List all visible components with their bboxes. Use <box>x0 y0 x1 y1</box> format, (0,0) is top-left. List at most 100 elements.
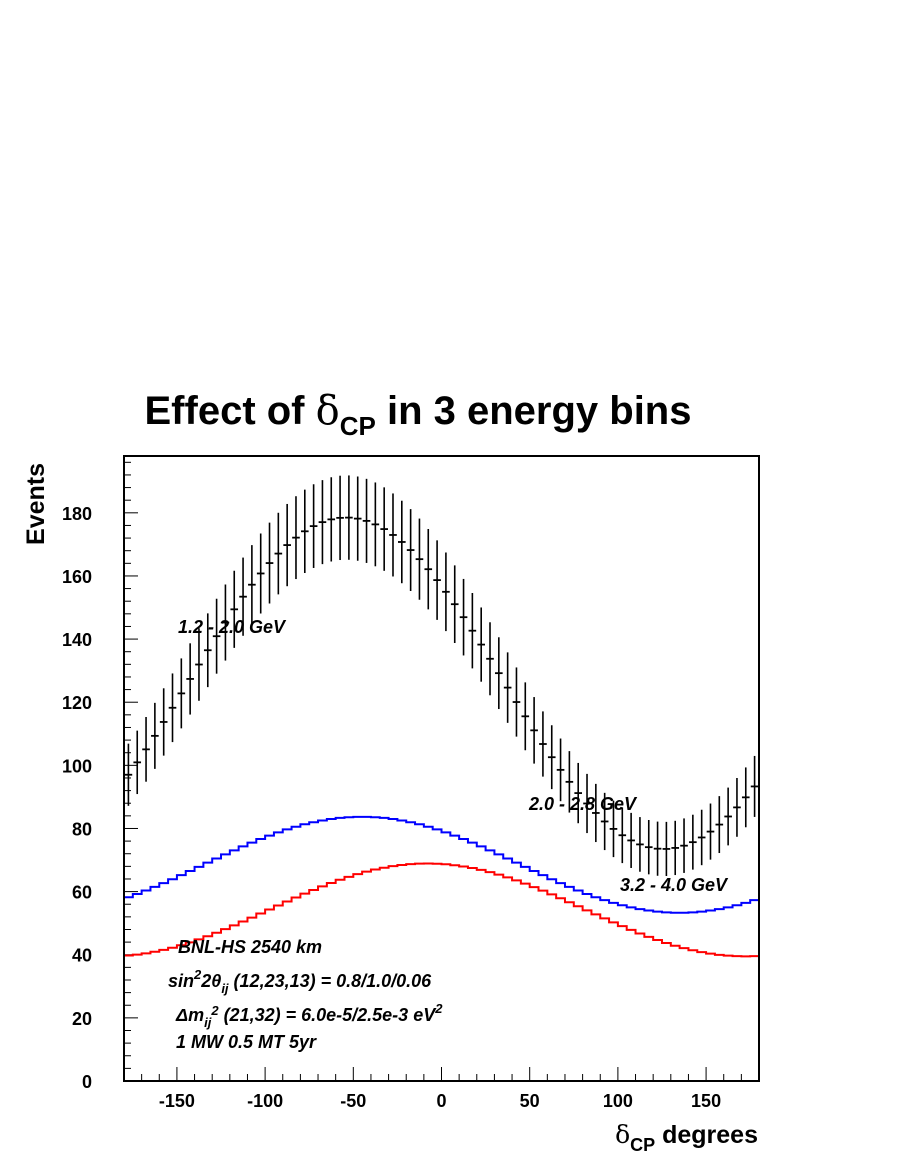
x-tick-label: 0 <box>436 1091 446 1111</box>
data-point <box>398 500 406 584</box>
tick-labels: 0 20 40 60 80 100 120 140 160 180 -150 -100 -50 0 50 10… <box>62 504 721 1111</box>
data-point <box>309 484 318 568</box>
data-point <box>468 592 477 669</box>
data-point <box>345 475 353 560</box>
info-exposure: 1 MW 0.5 MT 5yr <box>176 1032 317 1052</box>
series-layer <box>123 475 760 1081</box>
data-point <box>159 688 168 756</box>
info-mixing-angles: sin22θij (12,23,13) = 0.8/1.0/0.06 <box>168 967 432 996</box>
data-point <box>274 512 283 595</box>
data-point <box>362 478 371 563</box>
data-point <box>265 522 274 604</box>
data-point <box>583 773 591 834</box>
data-point <box>733 778 741 837</box>
data-point <box>556 738 565 802</box>
data-point <box>336 475 344 561</box>
y-tick-label: 60 <box>72 883 92 903</box>
y-tick-label: 120 <box>62 693 92 713</box>
data-point <box>389 493 397 577</box>
x-axis-label: δCP degrees <box>615 1120 758 1155</box>
data-point <box>292 496 300 580</box>
plot-frame <box>123 455 760 1082</box>
data-point <box>477 607 485 682</box>
x-tick-label: 100 <box>603 1091 633 1111</box>
data-point <box>512 667 521 737</box>
y-tick-label: 180 <box>62 504 92 524</box>
x-tick-label: 150 <box>691 1091 721 1111</box>
y-tick-label: 140 <box>62 630 92 650</box>
series-label-mid-energy: 2.0 - 2.8 GeV <box>528 794 638 814</box>
data-point <box>248 545 256 625</box>
data-point <box>495 637 503 710</box>
data-point <box>124 743 133 806</box>
data-point <box>521 682 530 751</box>
data-point <box>547 725 556 790</box>
info-experiment: BNL-HS 2540 km <box>178 937 322 957</box>
data-point <box>195 628 203 701</box>
y-axis-label: Events <box>22 463 50 545</box>
x-tick-label: -100 <box>247 1091 283 1111</box>
data-point <box>741 767 750 828</box>
y-tick-label: 40 <box>72 946 92 966</box>
data-point <box>503 652 512 723</box>
data-point <box>706 803 715 860</box>
series-label-high-energy: 3.2 - 4.0 GeV <box>620 875 729 895</box>
series-line-1 <box>123 815 760 1081</box>
data-point <box>318 480 327 565</box>
data-point <box>256 533 265 614</box>
data-point <box>724 787 732 846</box>
data-point <box>424 529 433 610</box>
data-point <box>239 557 247 636</box>
data-point <box>406 509 415 591</box>
x-tick-label: -150 <box>159 1091 195 1111</box>
data-point <box>486 622 494 696</box>
data-point <box>697 809 706 866</box>
data-point <box>618 807 627 864</box>
data-point <box>221 584 230 661</box>
data-point <box>636 817 644 872</box>
x-tick-label: -50 <box>340 1091 366 1111</box>
data-point <box>133 730 142 795</box>
data-point <box>415 518 424 600</box>
y-tick-label: 80 <box>72 819 92 839</box>
data-point <box>600 792 609 851</box>
y-tick-label: 100 <box>62 756 92 776</box>
data-point <box>142 716 150 782</box>
data-point <box>609 800 618 858</box>
data-point <box>671 820 680 876</box>
data-point <box>168 673 177 743</box>
data-point <box>459 578 468 656</box>
data-point <box>353 476 362 561</box>
data-point <box>653 821 662 876</box>
y-tick-label: 0 <box>82 1072 92 1092</box>
chart-title: Effect of δCP in 3 energy bins <box>145 388 692 441</box>
data-point <box>539 711 547 777</box>
data-point <box>177 658 186 729</box>
data-point <box>592 783 600 843</box>
series-line-2 <box>123 862 760 1081</box>
data-point <box>151 702 159 769</box>
data-point <box>750 755 759 817</box>
data-point <box>230 570 239 648</box>
y-tick-label: 160 <box>62 567 92 587</box>
data-point <box>380 487 388 571</box>
data-point <box>530 697 538 764</box>
data-point <box>212 598 221 674</box>
y-tick-label: 20 <box>72 1009 92 1029</box>
data-point <box>371 482 380 567</box>
data-point <box>283 503 291 587</box>
data-point <box>715 796 724 854</box>
data-point <box>574 762 583 824</box>
data-point <box>565 751 574 813</box>
data-point <box>433 540 441 620</box>
data-point <box>680 818 688 873</box>
data-point <box>300 489 309 573</box>
data-point <box>203 613 212 688</box>
data-point <box>186 643 194 715</box>
data-point <box>689 814 697 870</box>
x-tick-label: 50 <box>520 1091 540 1111</box>
axis-ticks <box>124 461 742 1082</box>
info-mass-splittings: Δmij2 (21,32) = 6.0e-5/2.5e-3 eV2 <box>175 1001 443 1030</box>
series-label-low-energy: 1.2 - 2.0 GeV <box>178 617 287 637</box>
